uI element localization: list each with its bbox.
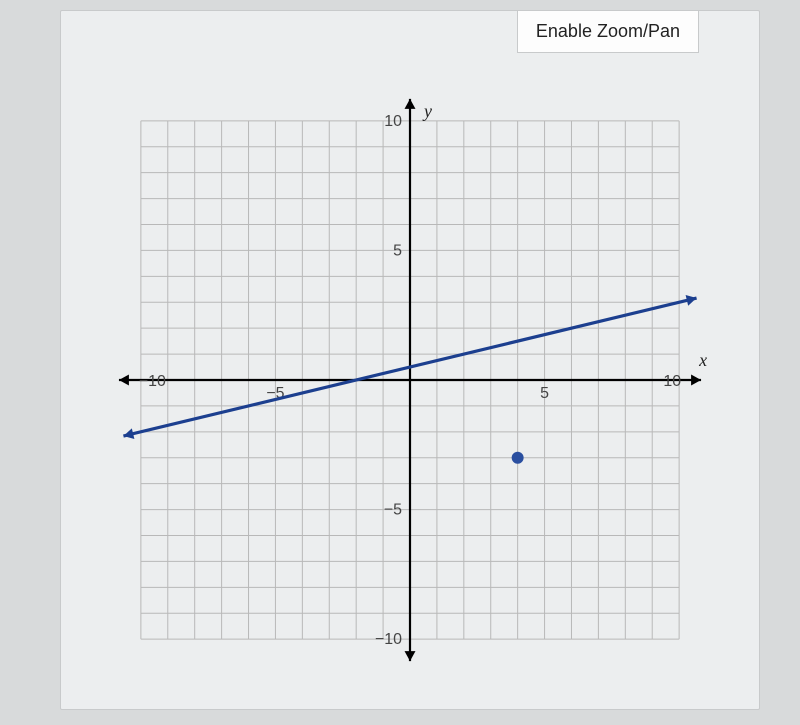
line-arrow-right (686, 295, 697, 306)
y-axis-arrow-down (405, 651, 416, 661)
x-tick-label: −10 (139, 373, 166, 390)
x-tick-label: 5 (540, 385, 549, 402)
y-axis-arrow-up (405, 99, 416, 109)
graph-frame: Enable Zoom/Pan −10−5510−10−5510xy (60, 10, 760, 710)
enable-zoom-pan-button[interactable]: Enable Zoom/Pan (517, 10, 699, 53)
x-tick-label: 10 (663, 373, 681, 390)
plotted-point (512, 452, 524, 464)
y-tick-label: −10 (375, 631, 402, 648)
enable-zoom-pan-label: Enable Zoom/Pan (536, 21, 680, 41)
y-tick-label: 5 (393, 242, 402, 259)
line-arrow-left (123, 428, 134, 439)
y-tick-label: −5 (384, 502, 402, 519)
y-tick-label: 10 (384, 113, 402, 130)
x-axis-arrow-left (119, 375, 129, 386)
coordinate-plane: −10−5510−10−5510xy (91, 71, 729, 689)
coordinate-svg: −10−5510−10−5510xy (91, 71, 729, 689)
x-axis-label: x (698, 350, 707, 370)
y-axis-label: y (422, 101, 432, 121)
x-axis-arrow-right (691, 375, 701, 386)
